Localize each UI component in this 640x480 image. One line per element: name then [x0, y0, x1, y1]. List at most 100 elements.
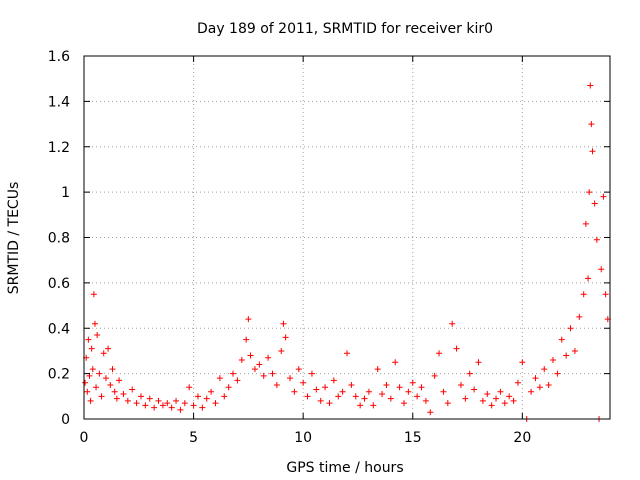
- data-point: [554, 370, 561, 377]
- data-point: [256, 361, 263, 368]
- data-point: [146, 395, 153, 402]
- data-point: [370, 402, 377, 409]
- data-point: [159, 402, 166, 409]
- data-point: [484, 391, 491, 398]
- data-point: [87, 397, 94, 404]
- data-point: [113, 395, 120, 402]
- data-point: [94, 332, 101, 339]
- data-point: [245, 316, 252, 323]
- data-point: [506, 393, 513, 400]
- data-point: [120, 391, 127, 398]
- data-point: [88, 345, 95, 352]
- y-tick-labels: 0 0.2 0.4 0.6 0.8 1 1.2 1.4 1.6: [48, 49, 70, 428]
- data-point: [155, 397, 162, 404]
- y-tick-label: 0.8: [48, 231, 70, 247]
- data-point: [471, 386, 478, 393]
- data-point: [142, 402, 149, 409]
- data-point: [186, 384, 193, 391]
- data-point: [602, 291, 609, 298]
- data-point: [545, 381, 552, 388]
- data-point: [497, 388, 504, 395]
- data-point: [585, 275, 592, 282]
- data-point: [427, 409, 434, 416]
- data-point: [133, 400, 140, 407]
- data-point: [265, 354, 272, 361]
- data-point: [280, 320, 287, 327]
- data-point: [243, 336, 250, 343]
- y-tick-label: 1.6: [48, 49, 70, 65]
- data-point: [510, 397, 517, 404]
- data-point: [291, 388, 298, 395]
- data-point: [431, 372, 438, 379]
- data-point: [357, 402, 364, 409]
- data-point: [124, 397, 131, 404]
- data-point: [501, 400, 508, 407]
- data-point: [374, 366, 381, 373]
- y-tick-label: 1.2: [48, 140, 70, 156]
- data-point: [528, 388, 535, 395]
- data-point: [116, 377, 123, 384]
- y-axis-label: SRMTID / TECUs: [6, 182, 22, 295]
- data-point: [405, 388, 412, 395]
- data-point: [414, 393, 421, 400]
- data-point: [591, 200, 598, 207]
- data-point: [151, 404, 158, 411]
- y-tick-label: 0.4: [48, 321, 70, 337]
- chart-title: Day 189 of 2011, SRMTID for receiver kir…: [197, 21, 493, 37]
- data-point: [493, 395, 500, 402]
- data-point: [230, 370, 237, 377]
- data-point: [326, 400, 333, 407]
- data-point: [449, 320, 456, 327]
- data-point: [308, 370, 315, 377]
- data-point: [238, 357, 245, 364]
- data-point: [273, 381, 280, 388]
- plot-frame: [83, 55, 611, 420]
- data-point: [514, 379, 521, 386]
- data-point: [91, 320, 98, 327]
- y-tick-label: 0: [61, 412, 70, 428]
- data-point: [234, 377, 241, 384]
- data-point: [383, 381, 390, 388]
- data-point: [269, 370, 276, 377]
- data-point: [260, 372, 267, 379]
- data-point: [194, 393, 201, 400]
- data-point: [576, 313, 583, 320]
- data-point: [396, 384, 403, 391]
- data-point: [466, 370, 473, 377]
- data-point: [177, 406, 184, 413]
- x-tick-labels: 0 5 10 15 20: [80, 430, 532, 446]
- data-point: [137, 393, 144, 400]
- data-point: [278, 347, 285, 354]
- data-point: [164, 400, 171, 407]
- data-point: [563, 352, 570, 359]
- y-tick-label: 0.2: [48, 367, 70, 383]
- data-point: [85, 336, 92, 343]
- data-point: [225, 384, 232, 391]
- data-point: [598, 266, 605, 273]
- data-point: [181, 400, 188, 407]
- x-tick-label: 20: [513, 430, 531, 446]
- data-point: [400, 400, 407, 407]
- y-tick-label: 1: [61, 185, 70, 201]
- data-point: [221, 393, 228, 400]
- data-point: [587, 82, 594, 89]
- data-point: [93, 384, 100, 391]
- data-point: [173, 397, 180, 404]
- data-point: [251, 366, 258, 373]
- data-point: [444, 400, 451, 407]
- data-point: [558, 336, 565, 343]
- data-point: [392, 359, 399, 366]
- data-point: [440, 388, 447, 395]
- data-point: [588, 121, 595, 128]
- data-point: [107, 381, 114, 388]
- data-point: [203, 395, 210, 402]
- data-point: [589, 148, 596, 155]
- data-point: [111, 388, 118, 395]
- x-tick-label: 10: [294, 430, 312, 446]
- data-point: [593, 236, 600, 243]
- data-point: [96, 370, 103, 377]
- data-point: [541, 366, 548, 373]
- data-point: [519, 359, 526, 366]
- data-point: [129, 386, 136, 393]
- data-point: [212, 400, 219, 407]
